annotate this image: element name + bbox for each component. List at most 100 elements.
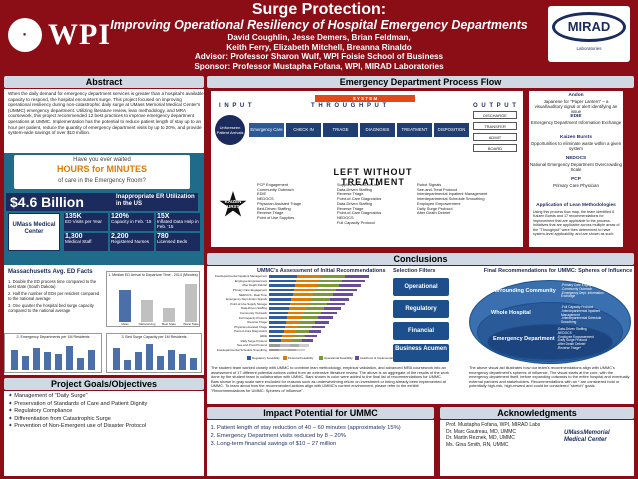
goals-panel: Management of "Daily Surge"Preservation … bbox=[4, 391, 204, 476]
flow-panel: S Y S T E M I N P U T T H R O U G H P U … bbox=[207, 89, 634, 249]
chart-bar bbox=[113, 348, 120, 370]
kaizen-item: Supplies at Point-of-Use bbox=[337, 182, 379, 187]
row-label: Daily Surge Protocol bbox=[240, 338, 267, 343]
kaizen-item: See-and-Treat Protocol bbox=[417, 186, 458, 192]
abstract-heading: Abstract bbox=[4, 76, 204, 88]
output-box: ADMIT bbox=[473, 133, 517, 141]
row-label: Reverse Triage bbox=[247, 320, 267, 325]
tick-label: Best State bbox=[162, 322, 176, 326]
assessment-bar bbox=[296, 348, 305, 352]
goal-item: Preservation of Standards of Care and Pa… bbox=[8, 401, 204, 409]
assessment-bar bbox=[305, 334, 317, 338]
stat-tile: 1,300 Medical Staff bbox=[64, 233, 108, 251]
impact-item: Emergency Department visits reduced by 8… bbox=[217, 432, 434, 440]
conclusions-panel: UMMC's Assessment of Initial Recommendat… bbox=[207, 266, 634, 404]
kaizen-item: Community Outreach bbox=[257, 186, 294, 192]
kaizen-burst-icon: KAIZEN BURSTS bbox=[219, 191, 247, 217]
wpi-seal-icon: ● bbox=[8, 18, 42, 52]
assessment-bar bbox=[269, 298, 292, 301]
assessment-bar bbox=[269, 302, 291, 306]
ring-item: -Reverse Triage* bbox=[557, 345, 581, 350]
process-step: Emergency Care bbox=[249, 123, 284, 137]
ring-item: -NEDOCS bbox=[557, 330, 572, 335]
stat-label: Inflated Data Help in Feb. '15 bbox=[157, 219, 199, 229]
mass-heading: Massachusetts Avg. ED Facts bbox=[8, 269, 93, 275]
glossary-box: Andon Japanese for "Paper Lantern" – a vi… bbox=[529, 91, 623, 247]
hospital-badge: UMass Medical Center bbox=[8, 213, 60, 251]
abstract-text: When the daily demand for emergency depa… bbox=[8, 91, 204, 136]
glossary-def: Emergency Department Information Exchang… bbox=[530, 120, 622, 125]
assessment-bar bbox=[295, 279, 319, 283]
filter-button: Regulatory bbox=[393, 300, 449, 318]
assessment-bar bbox=[291, 339, 303, 342]
assessment-bar bbox=[269, 339, 282, 342]
kaizen-item: After Death Debrief bbox=[417, 210, 451, 216]
stat-label: Licensed Beds bbox=[157, 239, 188, 244]
row-label: Primary Care Engagement bbox=[232, 288, 267, 292]
assessment-chart-title: UMMC's Assessment of Initial Recommendat… bbox=[257, 268, 386, 274]
impact-panel: Patient length of stay reduction of 40 –… bbox=[207, 420, 434, 476]
row-label: NEDOCS - Real Time bbox=[239, 292, 267, 297]
row-label: Full Capacity Protocol bbox=[238, 315, 267, 320]
assessment-bar bbox=[269, 344, 281, 347]
assessment-bar bbox=[291, 298, 311, 301]
glossary-term: Andon bbox=[568, 93, 584, 98]
kaizen-item: Full Capacity Protocol bbox=[337, 219, 375, 225]
assessment-bar bbox=[298, 325, 312, 329]
stat-label: Capacity in Feb. '15 bbox=[111, 219, 152, 224]
kaizen-item: Reverse Triage bbox=[257, 210, 284, 216]
chart-bar bbox=[66, 346, 73, 370]
stats-grid: UMass Medical Center 135K ED Visits per Y… bbox=[6, 213, 200, 253]
assessment-bar bbox=[294, 284, 317, 287]
assessment-bar bbox=[326, 302, 345, 306]
process-flow-map: S Y S T E M I N P U T T H R O U G H P U … bbox=[211, 91, 523, 247]
ring-item: -Emergency Dept. Information Exchange bbox=[561, 290, 604, 299]
assessment-bar bbox=[335, 288, 357, 292]
kaizen-item: Point-of-Care Diagnostics bbox=[337, 196, 382, 202]
kaizen-item: EDIE bbox=[257, 191, 267, 197]
kaizen-item: Robot Signals bbox=[417, 182, 442, 187]
ack-item: Ms. Gina Smith, RN, UMMC bbox=[446, 441, 509, 448]
goals-heading: Project Goals/Objectives bbox=[4, 378, 204, 390]
ring-ed bbox=[487, 324, 613, 360]
assessment-bar bbox=[269, 288, 294, 292]
selection-title: Selection Filters bbox=[393, 268, 436, 274]
ring-item: -Community Outreach bbox=[561, 286, 593, 291]
assessment-bar bbox=[282, 334, 294, 338]
process-step: TREATMENT bbox=[397, 123, 432, 137]
chart-bed-surge: 3. Bed Surge Capacity per 1M Residents bbox=[106, 333, 202, 373]
assessment-bar bbox=[285, 321, 301, 324]
goal-item: Differentiation from Catastrophic Surge bbox=[8, 416, 204, 424]
kaizen-item: Reverse Triage bbox=[337, 205, 364, 211]
poster-subtitle: Improving Operational Resiliency of Hosp… bbox=[110, 18, 528, 32]
assessment-bar bbox=[284, 325, 299, 329]
row-label: See-and-Treat Protocol bbox=[237, 343, 267, 348]
assessment-bar bbox=[308, 302, 327, 306]
assessment-bar bbox=[289, 344, 300, 347]
glossary-def: Japanese for "Paper Lantern" – a visual/… bbox=[534, 99, 618, 114]
kaizen-item: Daily Surge Protocol bbox=[417, 205, 453, 211]
poster-title: Surge Protection: bbox=[251, 1, 387, 18]
stat-tile: 2,200 Registered Nurses bbox=[110, 233, 154, 251]
assessment-bar bbox=[314, 321, 329, 324]
stat-value: 1,300 bbox=[65, 233, 83, 240]
filter-button: Business Acumen bbox=[393, 344, 449, 362]
row-label: Community Outreach bbox=[239, 311, 267, 315]
poster-credits: David Coughlin, Jesse Demers, Brian Feld… bbox=[194, 33, 444, 71]
glossary-term: NEDOCS bbox=[565, 156, 587, 161]
output-box: TRANSFER bbox=[473, 122, 517, 130]
assessment-bar bbox=[299, 344, 309, 347]
process-step: DISPOSITION bbox=[434, 123, 469, 137]
stat-tile: 135K ED Visits per Year bbox=[64, 213, 108, 231]
assessment-bar bbox=[329, 298, 349, 301]
ack-panel: Prof. Mustapha Fofana, WPI, MIRAD Labs Dr… bbox=[440, 420, 634, 476]
left-without-treatment: LEFT WITHOUT TREATMENT bbox=[333, 167, 413, 187]
chart-bar bbox=[11, 350, 18, 370]
assessment-bar bbox=[290, 302, 309, 306]
assessment-bar bbox=[308, 330, 321, 333]
chart-bar bbox=[157, 356, 164, 370]
ack-item: Dr. Martin Reznek, MD, UMMC bbox=[446, 435, 515, 442]
kaizen-item: Bed-Driven Staffing bbox=[257, 205, 291, 211]
chart-bar bbox=[168, 350, 175, 370]
tick-label: Mass bbox=[121, 322, 129, 326]
